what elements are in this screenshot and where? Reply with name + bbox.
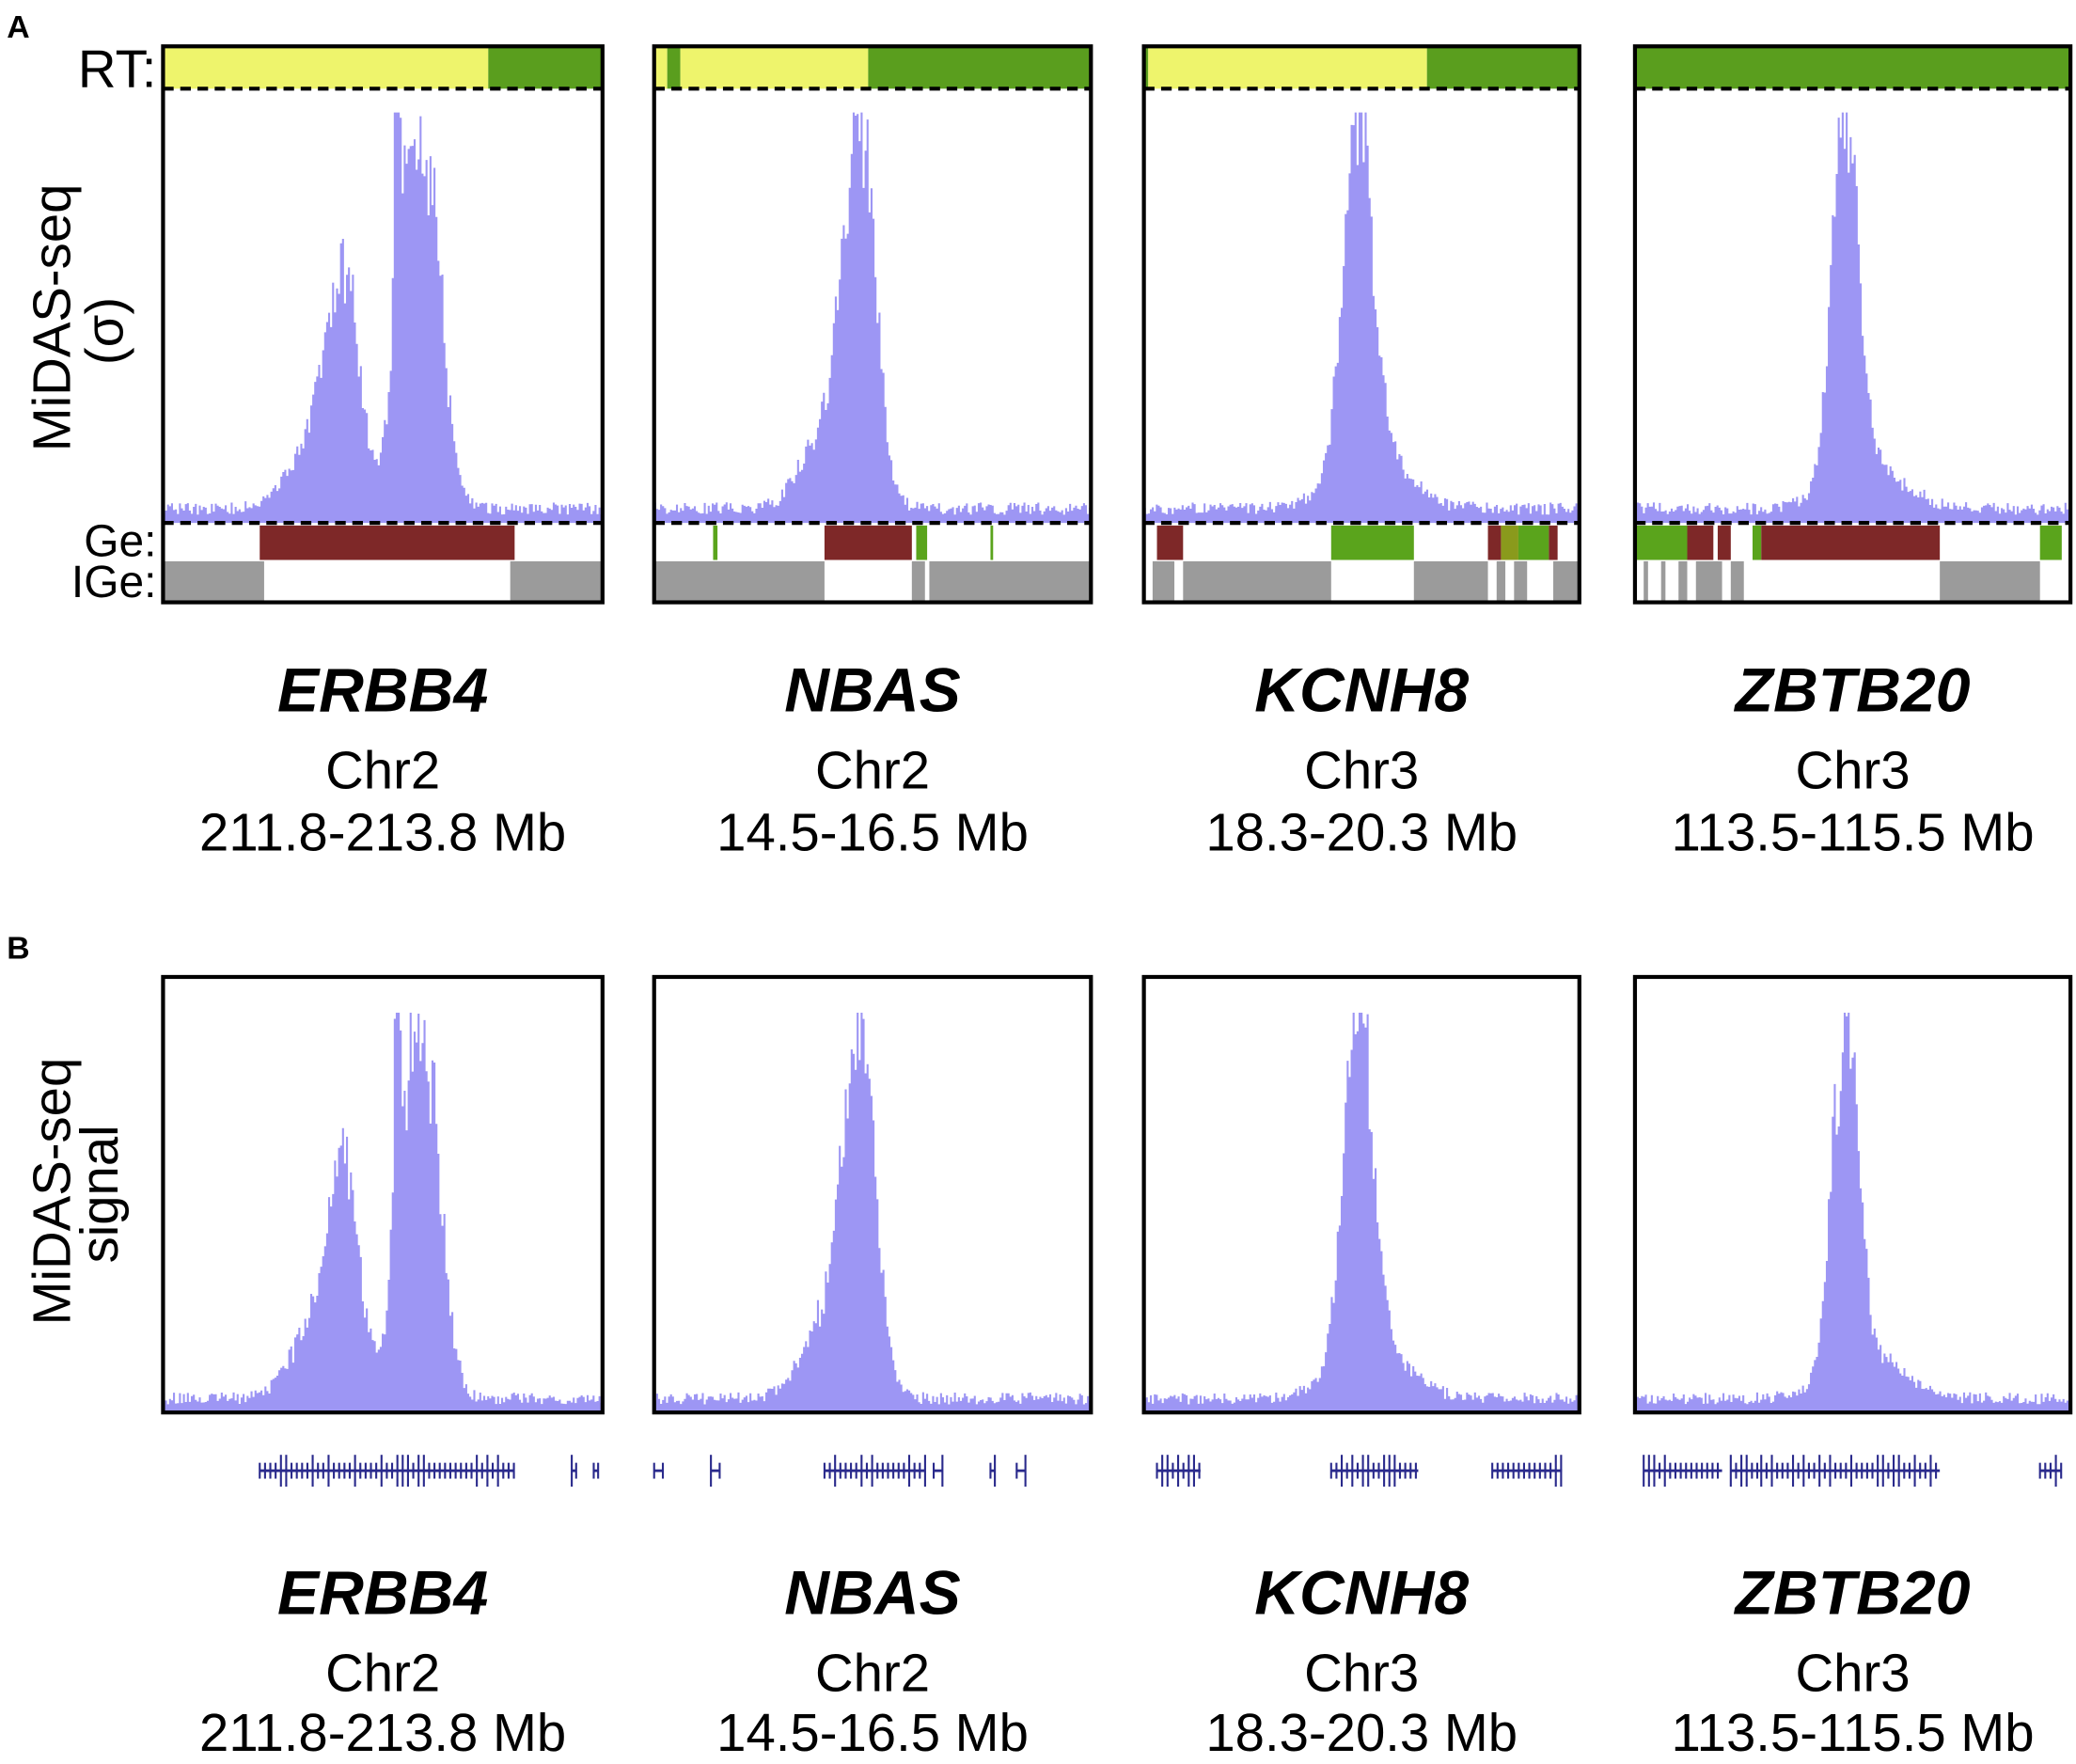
coordinate-range: 14.5-16.5 Mb (716, 803, 1029, 862)
gene-name: ZBTB20 (1734, 656, 1971, 726)
rt-segment (1426, 46, 1580, 89)
chromosome: Chr2 (325, 740, 440, 799)
ige-segment (653, 560, 825, 603)
coordinate-range: 18.3-20.3 Mb (1205, 803, 1518, 862)
ge-segment (1518, 525, 1549, 560)
ge-segment (916, 525, 928, 560)
y-axis-unit: (σ) (75, 297, 134, 365)
rt-segment (868, 46, 1092, 89)
rt-segment (680, 46, 869, 89)
ge-segment (260, 525, 515, 560)
ge-segment (1549, 525, 1558, 560)
chromosome: Chr3 (1796, 1644, 1911, 1703)
track-label: RT: (78, 39, 156, 98)
rt-segment (653, 46, 668, 89)
y-axis-label: signal (70, 1125, 129, 1263)
ige-segment (1644, 560, 1648, 603)
signal-track (1634, 1012, 2071, 1413)
ge-segment (1634, 525, 1688, 560)
y-axis-label: MiDAS-seq (22, 1058, 81, 1326)
y-axis-label: MiDAS-seq (22, 184, 81, 452)
gene-name: ERBB4 (277, 1559, 488, 1629)
chromosome: Chr2 (325, 1644, 440, 1703)
ige-segment (1413, 560, 1488, 603)
signal-track (163, 1012, 603, 1413)
ige-segment (1940, 560, 2040, 603)
rt-segment (1634, 46, 2071, 89)
panel-frame (1141, 974, 1581, 1415)
coordinate-range: 113.5-115.5 Mb (1672, 803, 2035, 862)
ge-segment (1687, 525, 1714, 560)
ige-segment (1152, 560, 1175, 603)
chromosome: Chr3 (1304, 1644, 1419, 1703)
coordinate-range: 211.8-213.8 Mb (199, 803, 566, 862)
signal-track (653, 112, 1092, 524)
gene-name: ERBB4 (277, 656, 488, 726)
chromosome: Chr2 (815, 740, 930, 799)
signal-track (1143, 1012, 1580, 1413)
rt-segment (667, 46, 681, 89)
ge-segment (1156, 525, 1184, 560)
panel-frame (652, 44, 1093, 605)
ige-segment (1695, 560, 1722, 603)
panel-frame (1632, 974, 2073, 1415)
ge-segment (1761, 525, 1941, 560)
panel-label: A (7, 9, 29, 45)
signal-track (163, 112, 603, 524)
panel-frame (1632, 44, 2073, 605)
panel-frame (161, 44, 605, 605)
panel-frame (161, 974, 605, 1415)
ge-segment (1330, 525, 1414, 560)
gene-name: ZBTB20 (1734, 1559, 1971, 1629)
ge-segment (990, 525, 994, 560)
ige-segment (1678, 560, 1688, 603)
chromosome: Chr3 (1796, 740, 1911, 799)
ige-segment (1660, 560, 1666, 603)
coordinate-range: 14.5-16.5 Mb (716, 1703, 1029, 1759)
ige-segment (1553, 560, 1580, 603)
ge-segment (713, 525, 718, 560)
gene-name: NBAS (784, 656, 960, 726)
ge-segment (1752, 525, 1762, 560)
rt-segment (488, 46, 603, 89)
coordinate-range: 211.8-213.8 Mb (199, 1703, 566, 1759)
track-label: Ge: (84, 516, 156, 566)
panel-label: B (7, 931, 29, 967)
ige-segment (1730, 560, 1744, 603)
ge-segment (2039, 525, 2062, 560)
ige-segment (911, 560, 925, 603)
ge-segment (824, 525, 912, 560)
rt-segment (1143, 46, 1149, 89)
coordinate-range: 18.3-20.3 Mb (1205, 1703, 1518, 1759)
ige-segment (510, 560, 603, 603)
ige-segment (929, 560, 1092, 603)
gene-name: KCNH8 (1254, 656, 1469, 726)
coordinate-range: 113.5-115.5 Mb (1672, 1703, 2035, 1759)
ige-segment (1183, 560, 1331, 603)
ge-segment (1501, 525, 1518, 560)
ge-segment (1717, 525, 1731, 560)
chromosome: Chr3 (1304, 740, 1419, 799)
panel-frame (1141, 44, 1581, 605)
rt-segment (163, 46, 489, 89)
track-label: IGe: (71, 558, 156, 607)
ige-segment (163, 560, 264, 603)
ge-segment (1487, 525, 1502, 560)
chromosome: Chr2 (815, 1644, 930, 1703)
gene-name: KCNH8 (1254, 1559, 1469, 1629)
signal-track (653, 1012, 1092, 1413)
ige-segment (1514, 560, 1528, 603)
rt-segment (1148, 46, 1427, 89)
panel-frame (652, 974, 1093, 1415)
signal-track (1634, 112, 2071, 524)
ige-segment (1496, 560, 1506, 603)
gene-name: NBAS (784, 1559, 960, 1629)
signal-track (1143, 112, 1580, 524)
